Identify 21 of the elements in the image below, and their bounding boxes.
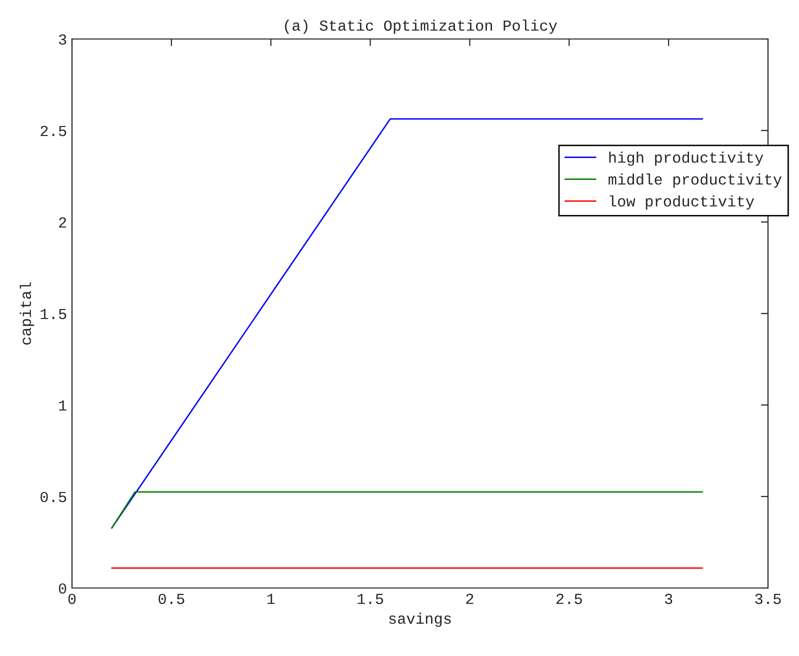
y-tick-label: 0 bbox=[58, 583, 66, 594]
y-tick-label: 3 bbox=[58, 34, 66, 45]
x-tick-label: 3.5 bbox=[755, 594, 781, 604]
x-axis-title: savings bbox=[389, 612, 451, 627]
y-tick-label: 1 bbox=[59, 400, 66, 411]
legend-label: middle productivity bbox=[608, 173, 782, 188]
x-tick-label: 2 bbox=[466, 594, 474, 604]
y-axis-title: capital bbox=[20, 282, 34, 345]
x-tick-label: 3 bbox=[664, 594, 672, 604]
x-tick-label: 0 bbox=[68, 594, 76, 604]
x-tick-label: 1.5 bbox=[358, 594, 384, 604]
y-tick-label: 1.5 bbox=[40, 308, 66, 320]
x-tick-label: 1 bbox=[267, 594, 275, 604]
x-tick-label: 2.5 bbox=[556, 594, 582, 604]
y-tick-label: 2.5 bbox=[40, 126, 66, 136]
y-tick-label: 0.5 bbox=[40, 492, 66, 502]
chart-title: (a) Static Optimization Policy bbox=[285, 20, 557, 34]
legend-label: high productivity bbox=[609, 152, 764, 166]
x-tick-label: 0.5 bbox=[158, 594, 184, 604]
y-tick-label: 2 bbox=[59, 217, 66, 228]
legend-label: low productivity bbox=[610, 195, 754, 210]
